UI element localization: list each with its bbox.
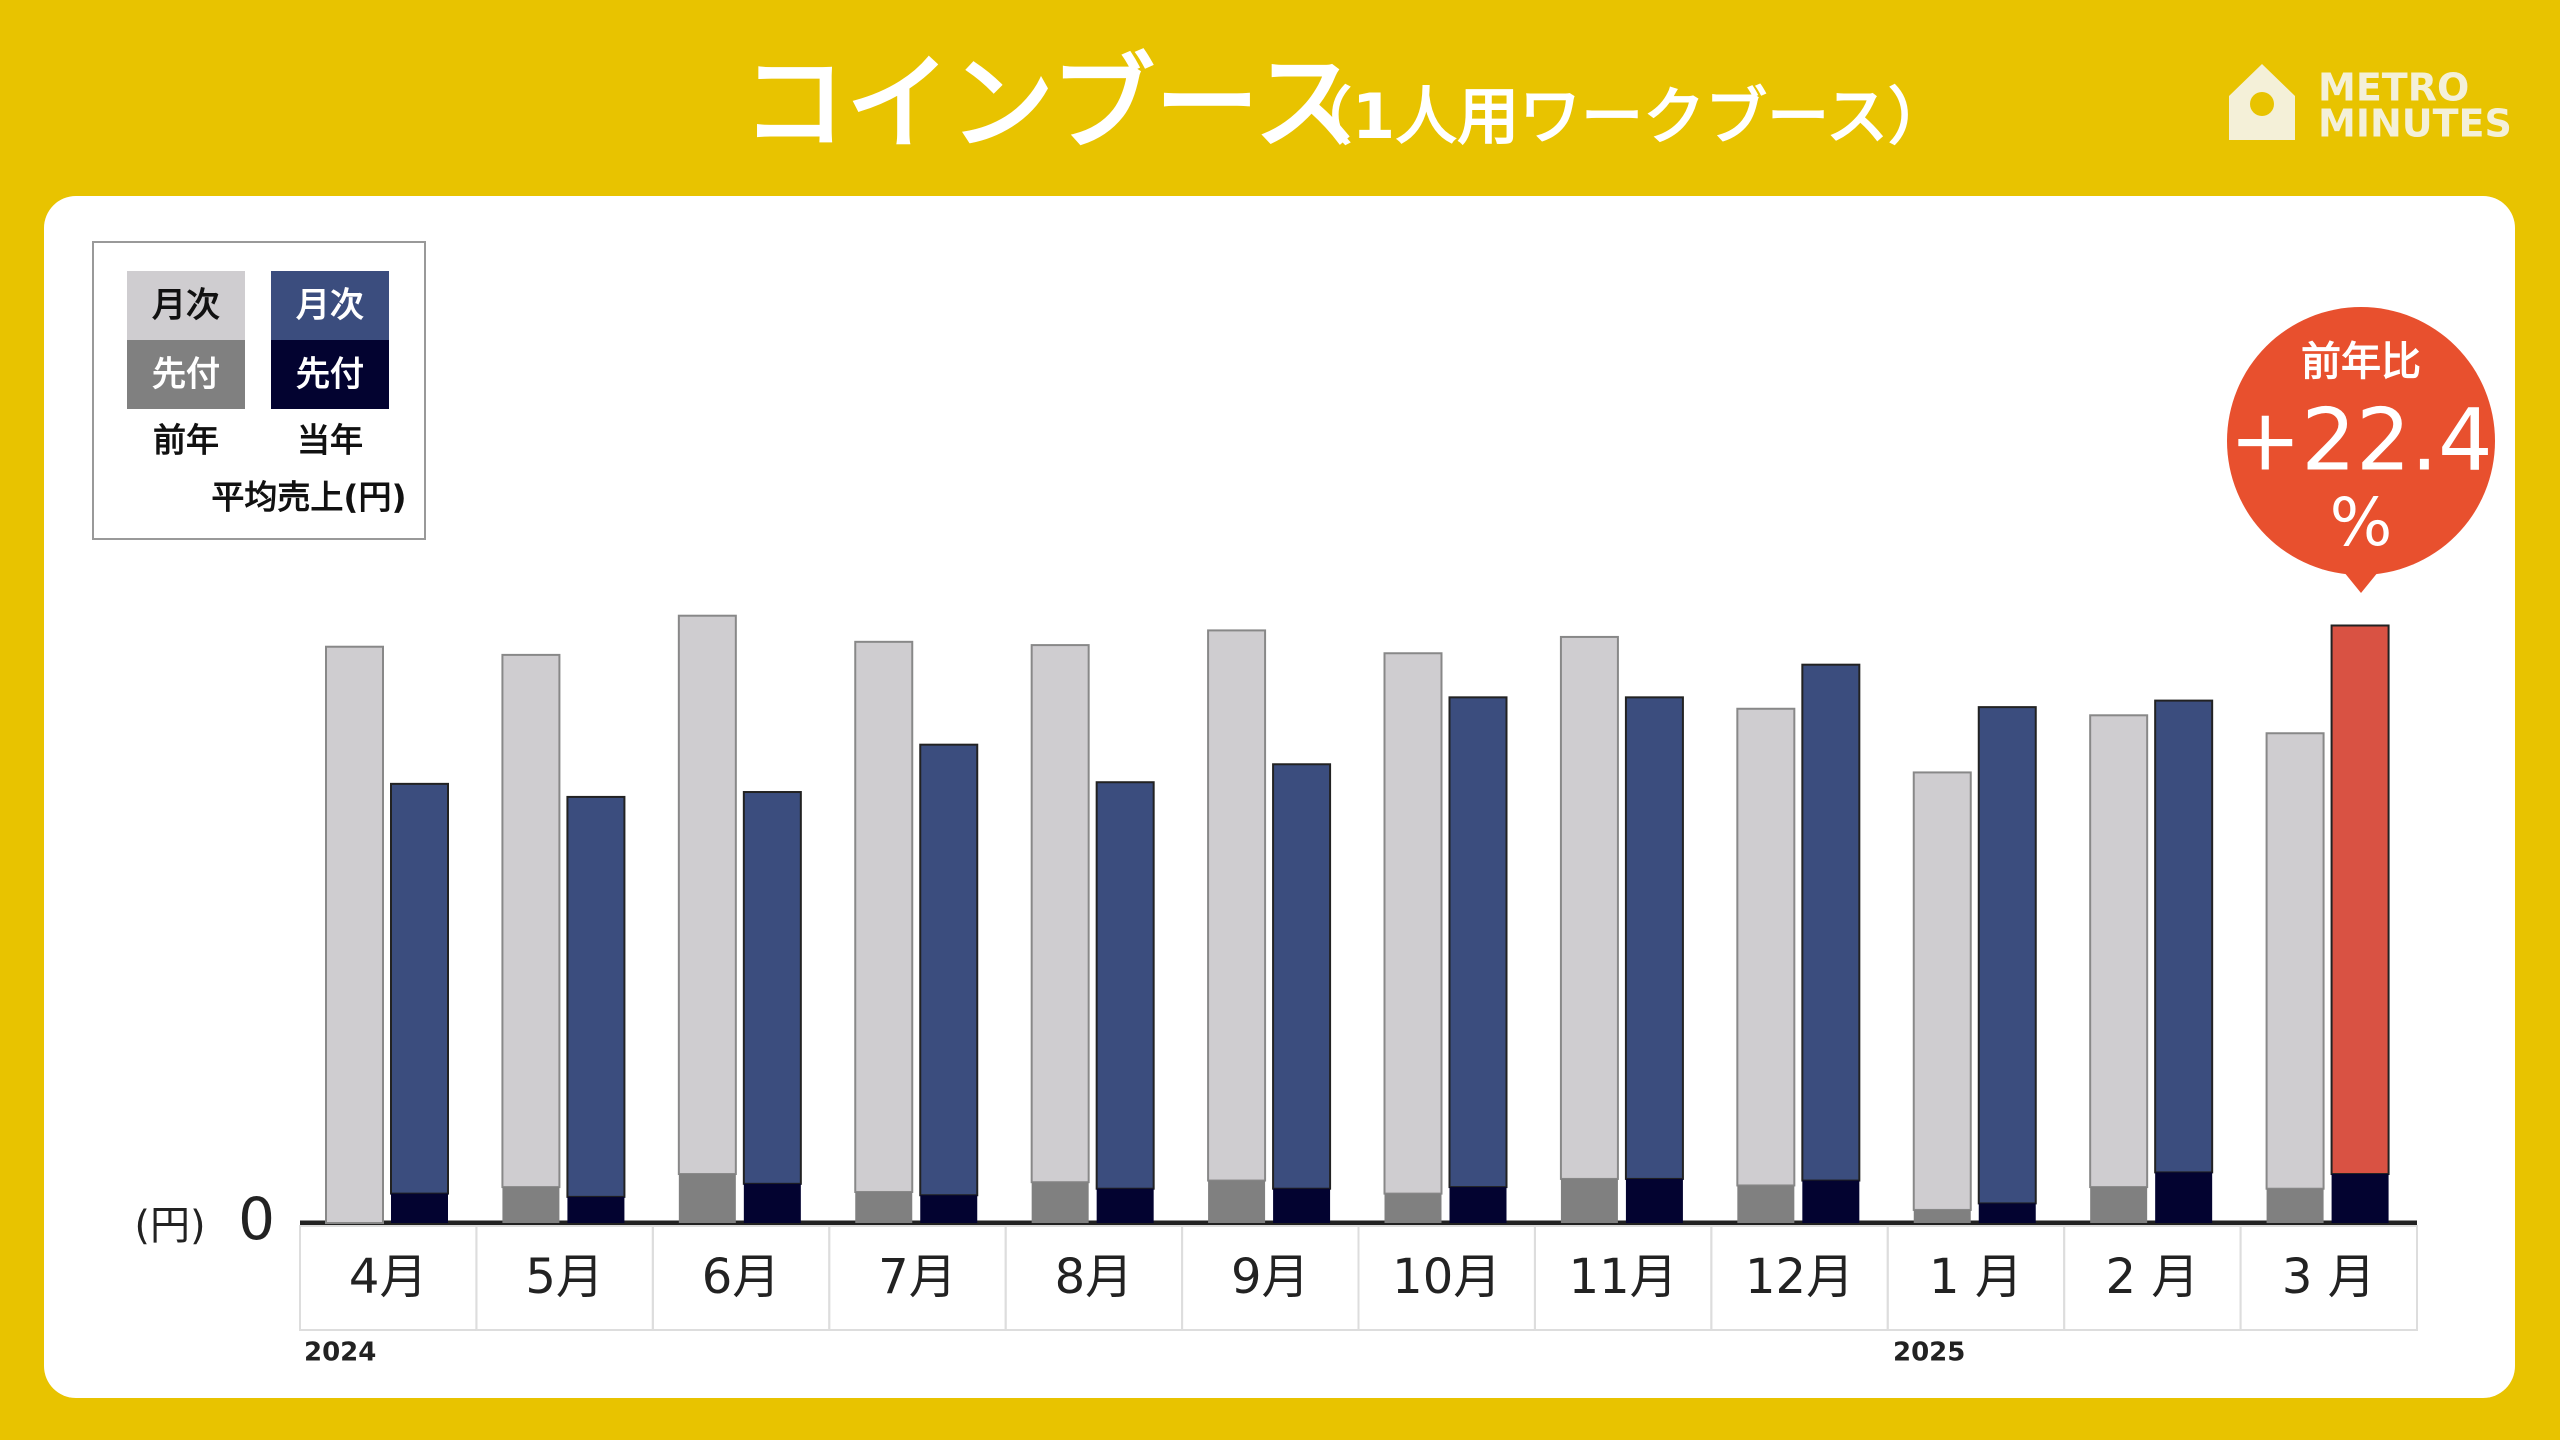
bar-advance: [1031, 1182, 1089, 1223]
bar-advance: [567, 1196, 625, 1223]
x-tick-label: 10月: [1392, 1249, 1501, 1305]
bar-advance: [1560, 1178, 1618, 1223]
bar-monthly: [2154, 699, 2214, 1174]
legend-label: 先付: [296, 355, 364, 395]
bar-monthly: [677, 614, 737, 1176]
bar-monthly: [854, 640, 914, 1193]
x-tick-label: 7月: [878, 1249, 957, 1305]
bar-advance: [1273, 1188, 1331, 1223]
bar-monthly: [1383, 652, 1443, 1195]
bar-monthly: [2089, 714, 2149, 1189]
legend-label: 月次: [296, 286, 364, 326]
bar-advance: [2266, 1188, 2324, 1223]
x-tick-label: 11月: [1569, 1249, 1678, 1305]
bar-advance: [1384, 1193, 1442, 1223]
x-tick-label: 3 月: [2282, 1249, 2376, 1305]
chart-subtitle: （1人用ワークブース）: [1290, 80, 1950, 153]
y-tick-label: 0: [238, 1185, 275, 1253]
legend-group: 前年: [153, 421, 219, 460]
bar-advance: [1802, 1180, 1860, 1223]
logo-text: MINUTES: [2318, 102, 2512, 146]
x-tick-label: 6月: [702, 1249, 781, 1305]
bar-monthly: [566, 795, 626, 1198]
bar-monthly: [1030, 644, 1090, 1184]
bar-advance: [2331, 1174, 2389, 1223]
year-label: 2024: [304, 1338, 376, 1368]
y-axis-label: (円): [134, 1203, 205, 1249]
x-tick-label: 8月: [1055, 1249, 1134, 1305]
x-tick-label: 5月: [525, 1249, 604, 1305]
logo-pin: [2250, 92, 2274, 116]
bar-advance: [1737, 1185, 1795, 1223]
legend-swatch: [127, 340, 245, 409]
bar-advance: [2090, 1187, 2148, 1223]
bar-monthly: [919, 743, 979, 1197]
bar-advance: [743, 1183, 801, 1223]
bar-advance: [678, 1174, 736, 1223]
x-tick-label: 1 月: [1929, 1249, 2023, 1305]
bar-monthly: [1736, 707, 1796, 1187]
bar-monthly: [1559, 635, 1619, 1180]
logo: METRO MINUTES: [2229, 64, 2512, 146]
bar-advance: [1096, 1188, 1154, 1223]
badge-unit: %: [2330, 484, 2393, 561]
chart-title: コインブース: [742, 42, 1358, 164]
bar-advance: [2155, 1172, 2213, 1223]
bar-monthly: [1095, 781, 1155, 1190]
bar-advance: [1625, 1178, 1683, 1223]
badge-title: 前年比: [2301, 339, 2421, 385]
bar-monthly: [501, 653, 561, 1189]
x-tick-label: 4月: [349, 1249, 428, 1305]
legend-swatch: [271, 271, 389, 340]
bar-monthly: [1207, 629, 1267, 1182]
x-tick-label: 9月: [1231, 1249, 1310, 1305]
bar-monthly: [742, 791, 802, 1185]
bar-monthly: [1977, 706, 2037, 1205]
bar-monthly: [1272, 763, 1332, 1190]
bar-advance: [1913, 1209, 1971, 1223]
bar-monthly: [2330, 624, 2390, 1176]
x-tick-label: 2 月: [2105, 1249, 2199, 1305]
legend-group: 当年: [297, 421, 363, 460]
badge-value: +22.4: [2229, 390, 2493, 490]
bar-advance: [1449, 1187, 1507, 1223]
bar-monthly: [1912, 771, 1972, 1211]
bar-advance: [391, 1193, 448, 1223]
bar-advance: [1978, 1203, 2036, 1223]
year-label: 2025: [1893, 1338, 1965, 1368]
bar-monthly: [1801, 663, 1861, 1182]
bar-monthly: [1624, 696, 1684, 1180]
bar-monthly: [1448, 696, 1508, 1189]
bar-monthly: [325, 645, 384, 1224]
legend-label: 月次: [152, 286, 220, 326]
legend-swatch: [271, 340, 389, 409]
legend-label: 先付: [152, 355, 220, 395]
bar-advance: [1208, 1180, 1266, 1223]
badge: [2227, 307, 2495, 575]
legend-swatch: [127, 271, 245, 340]
bar-advance: [502, 1187, 560, 1223]
bar-monthly: [2265, 732, 2325, 1190]
x-tick-label: 12月: [1745, 1249, 1854, 1305]
legend-title: 平均売上(円): [211, 478, 406, 517]
bar-advance: [920, 1195, 978, 1223]
logo-text: METRO: [2318, 66, 2469, 110]
category-cell: [2239, 1225, 2418, 1331]
bar-monthly: [390, 782, 449, 1195]
bar-advance: [855, 1191, 913, 1223]
